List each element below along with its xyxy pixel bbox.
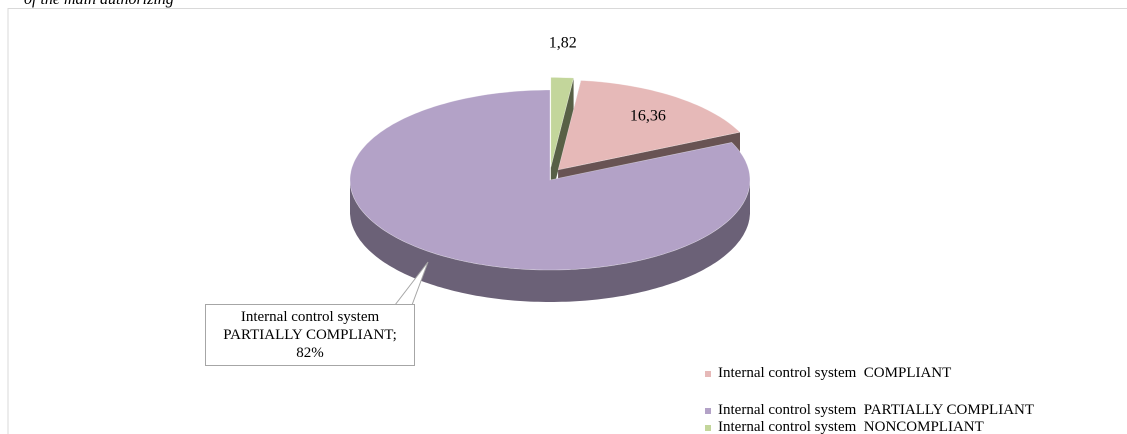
slice bbox=[550, 77, 574, 168]
legend-label: Internal control system PARTIALLY COMPLI… bbox=[718, 402, 1035, 418]
legend-swatch bbox=[705, 408, 711, 414]
pie bbox=[349, 77, 751, 302]
slice-side bbox=[550, 78, 574, 200]
slice-side bbox=[350, 180, 750, 302]
data-label: 16,36 bbox=[630, 107, 666, 124]
caption: of the main authorizing bbox=[24, 0, 174, 9]
legend-item: Internal control system COMPLIANT bbox=[705, 366, 1035, 381]
data-label: 1,82 bbox=[549, 35, 577, 52]
data-label: Internal control system PARTIALLY COMPLI… bbox=[205, 304, 415, 366]
legend-item: Internal control system PARTIALLY COMPLI… bbox=[705, 403, 1035, 418]
slice bbox=[557, 80, 741, 171]
legend-swatch bbox=[705, 371, 711, 377]
legend-label: Internal control system NONCOMPLIANT bbox=[718, 419, 984, 434]
legend-label: Internal control system COMPLIANT bbox=[718, 365, 952, 381]
slice bbox=[349, 89, 751, 271]
legend-swatch bbox=[705, 425, 711, 431]
legend-item: Internal control system NONCOMPLIANT bbox=[705, 420, 1035, 434]
